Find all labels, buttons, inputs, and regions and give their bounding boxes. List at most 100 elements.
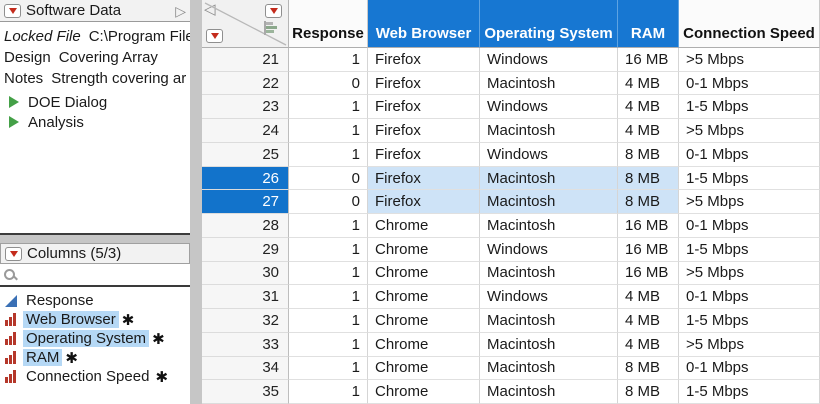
table-cell[interactable]: 1 [289, 119, 368, 143]
sidebar-vertical-splitter[interactable] [190, 0, 202, 404]
table-cell[interactable]: Macintosh [480, 214, 618, 238]
table-cell[interactable]: 16 MB [618, 261, 679, 286]
table-cell[interactable]: 1 [289, 332, 368, 357]
table-cell[interactable]: 0 [289, 71, 368, 96]
row-number-cell[interactable]: 35 [202, 380, 289, 404]
table-cell[interactable]: >5 Mbps [679, 261, 820, 286]
table-cell[interactable]: Chrome [368, 237, 480, 262]
columns-list-item-connection-speed[interactable]: Connection Speed ✱ [0, 367, 190, 386]
table-cell[interactable]: Chrome [368, 332, 480, 357]
table-cell[interactable]: 4 MB [618, 71, 679, 96]
table-cell[interactable]: Macintosh [480, 356, 618, 381]
table-cell[interactable]: 1 [289, 356, 368, 381]
table-cell[interactable]: Macintosh [480, 71, 618, 96]
row-number-cell[interactable]: 31 [202, 285, 289, 310]
table-cell[interactable]: Windows [480, 142, 618, 167]
row-number-cell[interactable]: 33 [202, 332, 289, 357]
table-cell[interactable]: 1-5 Mbps [679, 95, 820, 120]
table-cell[interactable]: Macintosh [480, 190, 618, 215]
table-cell[interactable]: 1 [289, 380, 368, 404]
column-header-connection-speed[interactable]: Connection Speed [679, 0, 820, 48]
table-cell[interactable]: Firefox [368, 142, 480, 167]
row-number-cell[interactable]: 21 [202, 48, 289, 72]
columns-menu-button[interactable] [265, 4, 282, 18]
table-cell[interactable]: Firefox [368, 166, 480, 191]
table-cell[interactable]: 16 MB [618, 237, 679, 262]
table-script-item-analysis[interactable]: Analysis [0, 112, 190, 132]
panel-disclosure-icon[interactable]: ▷ [175, 2, 186, 19]
table-cell[interactable]: 0-1 Mbps [679, 142, 820, 167]
table-cell[interactable]: 0 [289, 166, 368, 191]
row-number-cell[interactable]: 22 [202, 71, 289, 96]
table-cell[interactable]: Windows [480, 48, 618, 72]
table-cell[interactable]: 1-5 Mbps [679, 380, 820, 404]
columns-list-item-web-browser[interactable]: Web Browser ✱ [0, 310, 190, 329]
table-cell[interactable]: Firefox [368, 95, 480, 120]
table-cell[interactable]: 1 [289, 237, 368, 262]
table-cell[interactable]: Macintosh [480, 332, 618, 357]
table-cell[interactable]: 4 MB [618, 285, 679, 310]
columns-list-item-ram[interactable]: RAM ✱ [0, 348, 190, 367]
table-cell[interactable]: 8 MB [618, 142, 679, 167]
table-cell[interactable]: 0-1 Mbps [679, 214, 820, 238]
panel-horizontal-splitter[interactable] [0, 235, 190, 243]
table-cell[interactable]: Firefox [368, 48, 480, 72]
row-number-cell[interactable]: 28 [202, 214, 289, 238]
table-cell[interactable]: Chrome [368, 356, 480, 381]
table-cell[interactable]: 1-5 Mbps [679, 309, 820, 333]
table-cell[interactable]: Macintosh [480, 309, 618, 333]
columns-search-box[interactable] [0, 264, 190, 287]
table-cell[interactable]: >5 Mbps [679, 119, 820, 143]
table-cell[interactable]: 4 MB [618, 95, 679, 120]
table-cell[interactable]: >5 Mbps [679, 190, 820, 215]
row-number-cell[interactable]: 30 [202, 261, 289, 286]
column-header-ram[interactable]: RAM [618, 0, 679, 48]
table-cell[interactable]: 0-1 Mbps [679, 285, 820, 310]
column-header-operating-system[interactable]: Operating System [480, 0, 618, 48]
table-cell[interactable]: Macintosh [480, 119, 618, 143]
row-number-cell[interactable]: 26 [202, 166, 289, 191]
table-cell[interactable]: Chrome [368, 380, 480, 404]
table-cell[interactable]: 1 [289, 261, 368, 286]
table-cell[interactable]: 1 [289, 285, 368, 310]
row-states-icon[interactable] [264, 21, 279, 35]
table-cell[interactable]: Firefox [368, 190, 480, 215]
table-cell[interactable]: Chrome [368, 309, 480, 333]
table-cell[interactable]: 4 MB [618, 332, 679, 357]
row-number-cell[interactable]: 34 [202, 356, 289, 381]
table-cell[interactable]: 1 [289, 142, 368, 167]
column-header-response[interactable]: Response [289, 0, 368, 48]
table-cell[interactable]: 1 [289, 309, 368, 333]
table-cell[interactable]: >5 Mbps [679, 332, 820, 357]
table-cell[interactable]: 1 [289, 48, 368, 72]
table-cell[interactable]: Firefox [368, 71, 480, 96]
table-cell[interactable]: 16 MB [618, 48, 679, 72]
table-cell[interactable]: 16 MB [618, 214, 679, 238]
table-cell[interactable]: 4 MB [618, 119, 679, 143]
table-cell[interactable]: 1 [289, 214, 368, 238]
table-cell[interactable]: Chrome [368, 285, 480, 310]
columns-list-item-response[interactable]: Response [0, 291, 190, 310]
columns-red-triangle-menu-button[interactable] [5, 246, 22, 261]
panels-collapse-icon[interactable]: ◁ [204, 1, 216, 18]
table-cell[interactable]: 0-1 Mbps [679, 71, 820, 96]
row-number-cell[interactable]: 32 [202, 309, 289, 333]
table-cell[interactable]: Firefox [368, 119, 480, 143]
row-number-cell[interactable]: 23 [202, 95, 289, 120]
row-number-cell[interactable]: 24 [202, 119, 289, 143]
table-cell[interactable]: Macintosh [480, 261, 618, 286]
table-cell[interactable]: Chrome [368, 214, 480, 238]
table-cell[interactable]: 8 MB [618, 190, 679, 215]
table-cell[interactable]: 1-5 Mbps [679, 166, 820, 191]
table-cell[interactable]: Macintosh [480, 380, 618, 404]
table-cell[interactable]: Windows [480, 237, 618, 262]
column-header-web-browser[interactable]: Web Browser [368, 0, 480, 48]
table-script-item-doe-dialog[interactable]: DOE Dialog [0, 92, 190, 112]
table-cell[interactable]: Windows [480, 95, 618, 120]
table-cell[interactable]: 1-5 Mbps [679, 237, 820, 262]
row-number-cell[interactable]: 25 [202, 142, 289, 167]
rows-menu-button[interactable] [206, 29, 223, 43]
row-number-cell[interactable]: 27 [202, 190, 289, 215]
table-cell[interactable]: 8 MB [618, 166, 679, 191]
table-cell[interactable]: 1 [289, 95, 368, 120]
